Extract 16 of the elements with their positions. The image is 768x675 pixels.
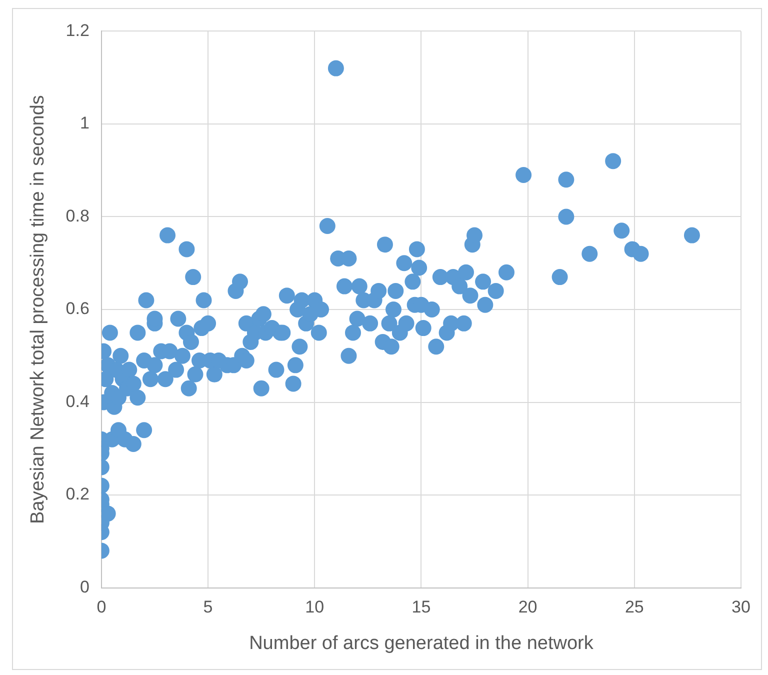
- y-tick-label: 0: [80, 577, 90, 596]
- x-tick-label: 30: [732, 598, 750, 617]
- y-tick-label: 0.8: [66, 206, 90, 226]
- x-tick-label: 10: [305, 598, 324, 617]
- y-tick-label: 0.2: [66, 484, 90, 504]
- x-tick-label: 25: [624, 598, 644, 617]
- y-tick-label: 1.2: [66, 20, 90, 40]
- x-axis-title: Number of arcs generated in the network: [249, 632, 594, 654]
- y-axis-title: Bayesian Network total processing time in seconds: [28, 95, 49, 524]
- x-tick-label: 0: [96, 598, 106, 617]
- y-tick-label: 1: [80, 114, 90, 133]
- y-tick-label: 0.4: [66, 392, 90, 411]
- x-tick-label: 20: [518, 598, 538, 617]
- x-tick-label: 15: [412, 598, 431, 617]
- x-tick-label: 5: [203, 598, 213, 617]
- y-tick-label: 0.6: [66, 299, 90, 318]
